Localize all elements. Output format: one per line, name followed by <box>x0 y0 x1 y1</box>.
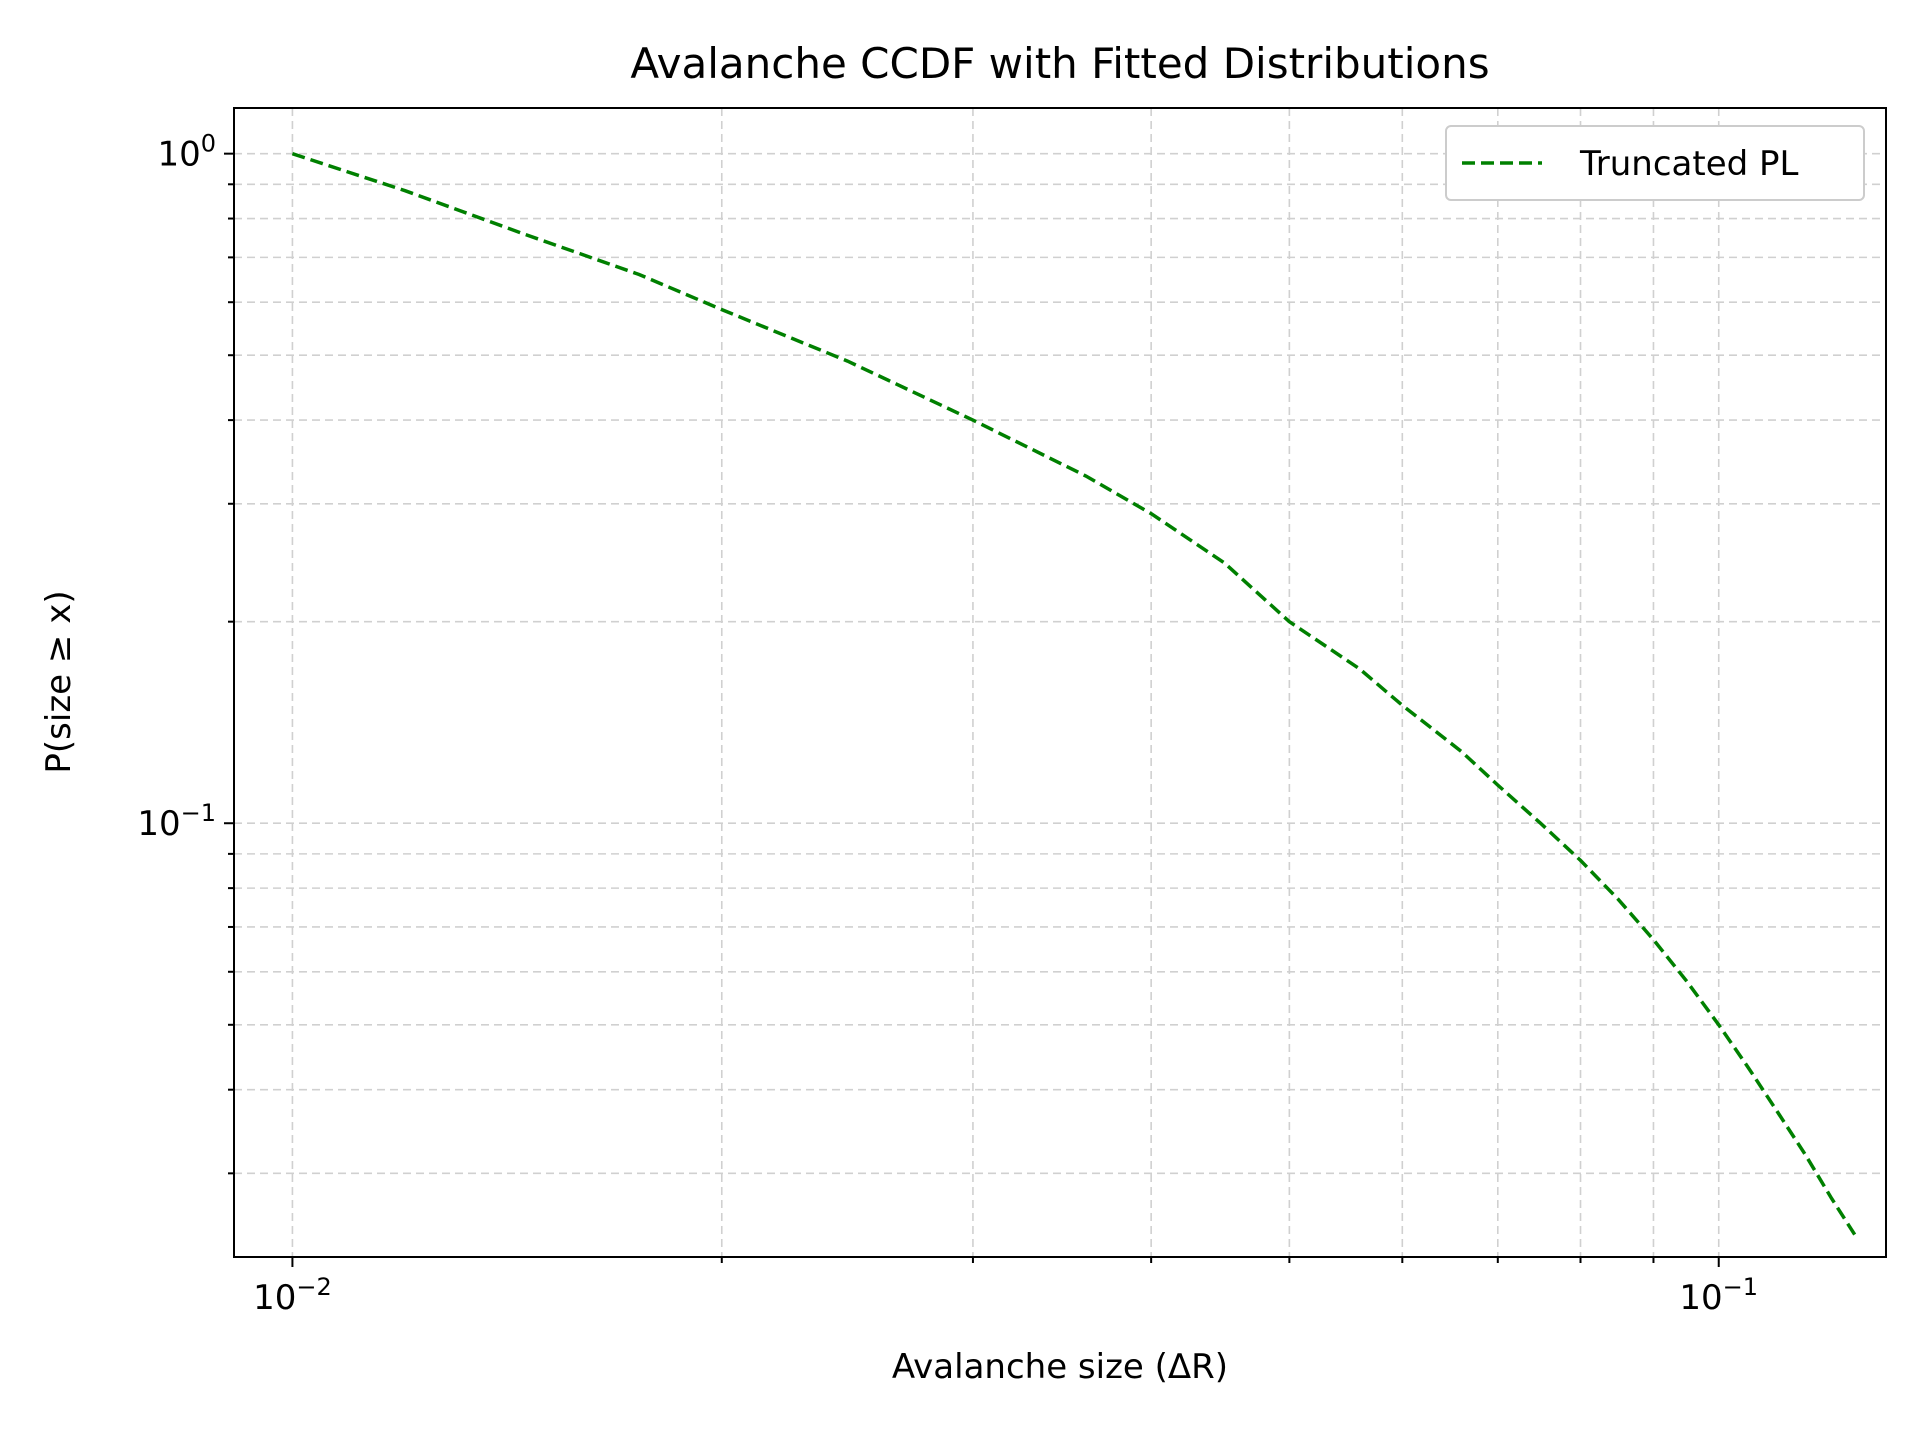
series-layer <box>291 152 1859 1240</box>
chart-title: Avalanche CCDF with Fitted Distributions <box>630 39 1489 88</box>
x-tick-label: 10−1 <box>1679 1273 1758 1318</box>
legend-label-truncated-pl: Truncated PL <box>1579 144 1799 184</box>
grid <box>234 108 1886 1257</box>
y-axis-label: P(size ≥ x) <box>39 590 79 773</box>
legend-box <box>1445 125 1865 201</box>
legend: Truncated PL <box>1445 125 1865 201</box>
y-tick-label: 10−1 <box>137 799 216 844</box>
ticks: 10−2 10−1 100 10−1 <box>137 130 1758 1318</box>
x-axis-label: Avalanche size (ΔR) <box>892 1347 1228 1387</box>
y-tick-label: 100 <box>157 130 216 175</box>
plot-frame <box>233 107 1887 1258</box>
series-line-truncated-pl <box>291 152 1859 1240</box>
x-tick-label: 10−2 <box>253 1273 332 1318</box>
